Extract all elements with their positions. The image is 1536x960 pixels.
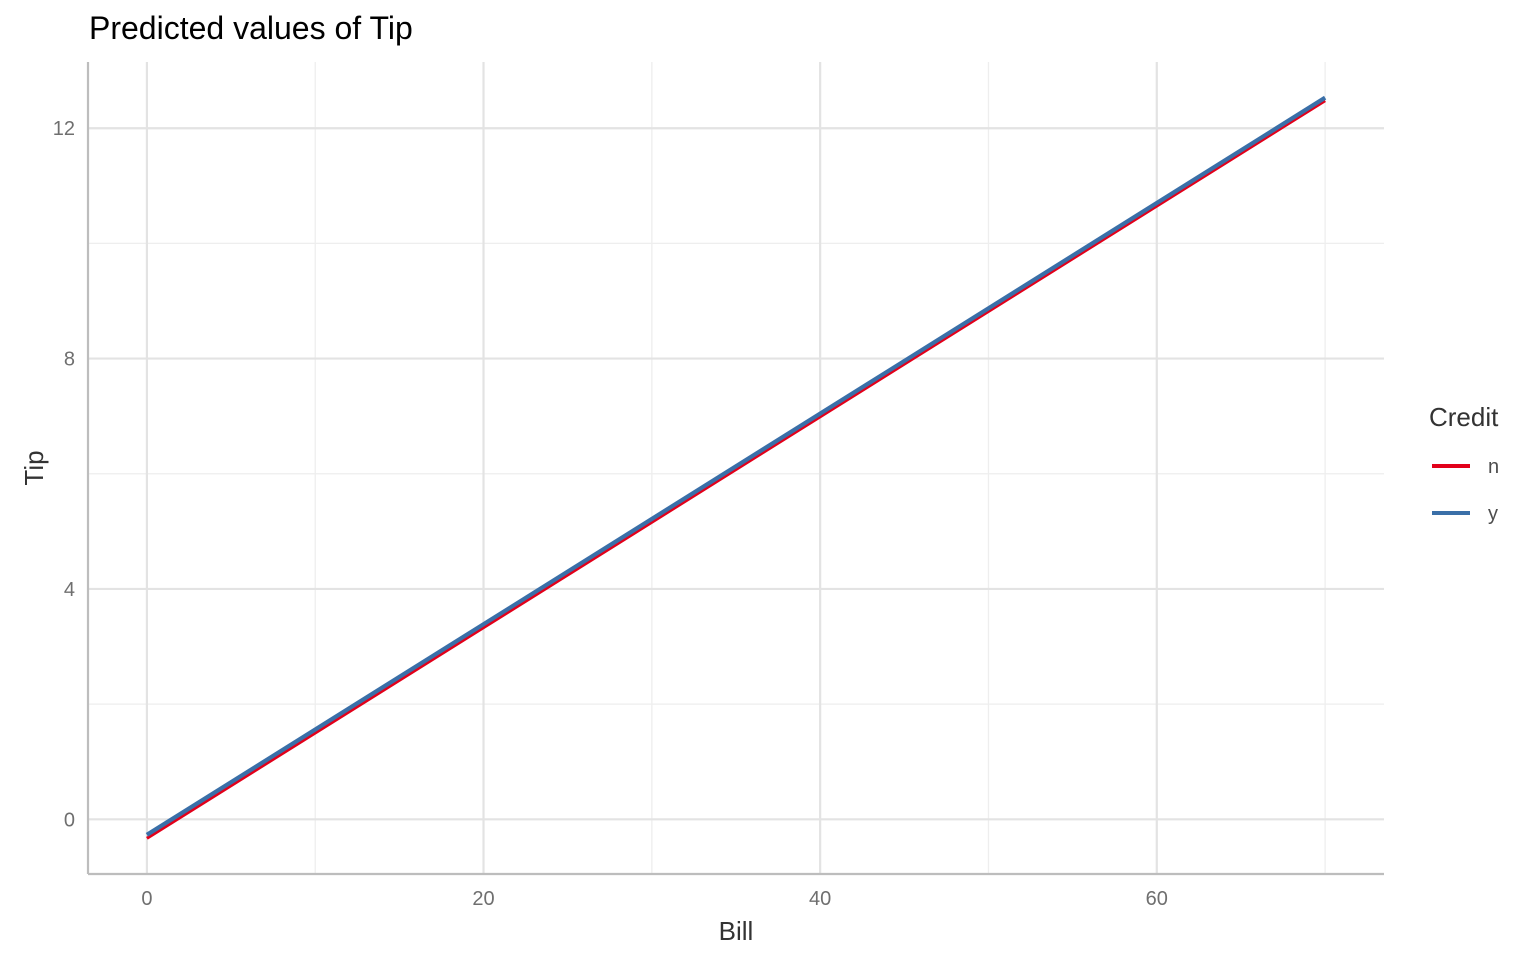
legend-title: Credit — [1429, 402, 1499, 432]
y-tick-label: 12 — [53, 118, 75, 140]
legend: Credit n y — [1429, 402, 1499, 525]
grid-lines — [88, 62, 1384, 874]
series-line-y — [145, 95, 1327, 837]
series-lines — [145, 95, 1327, 840]
x-tick-label: 20 — [472, 888, 494, 910]
x-tick-label: 0 — [141, 888, 152, 910]
tick-labels: 0 20 40 60 0 4 8 12 — [53, 118, 1168, 910]
x-tick-label: 60 — [1146, 888, 1168, 910]
series-line-n — [146, 99, 1326, 840]
axis-lines — [86, 62, 1384, 876]
y-tick-label: 4 — [64, 579, 75, 601]
x-axis-title: Bill — [719, 916, 754, 946]
x-tick-label: 40 — [809, 888, 831, 910]
y-axis-title: Tip — [19, 450, 49, 485]
y-tick-label: 0 — [64, 809, 75, 831]
legend-label-n: n — [1488, 456, 1499, 478]
legend-label-y: y — [1488, 503, 1498, 525]
y-tick-label: 8 — [64, 349, 75, 371]
chart-title: Predicted values of Tip — [89, 10, 413, 46]
